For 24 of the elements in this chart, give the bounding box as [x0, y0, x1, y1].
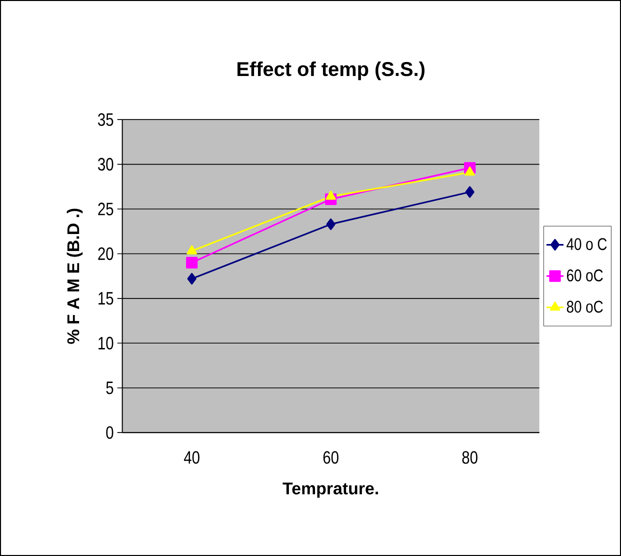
x-tick-label: 80 — [462, 451, 478, 464]
point — [326, 190, 336, 200]
y-tick-label: 5 — [106, 382, 114, 394]
point — [464, 166, 475, 176]
y-tick-label: 30 — [98, 158, 114, 171]
chart-title: Effect of temp (S.S.) — [238, 62, 424, 80]
x-tick-label: 60 — [323, 451, 338, 464]
y-tick-label: 25 — [98, 202, 114, 216]
point — [465, 186, 474, 198]
x-tick-label: 40 — [184, 451, 200, 464]
point — [186, 256, 198, 268]
y-tick-label: 10 — [98, 336, 114, 350]
y-tick-label: 0 — [106, 426, 114, 439]
x-axis-title: Temprature. — [282, 482, 378, 498]
point — [186, 245, 197, 254]
point — [326, 218, 336, 230]
legend-label: 40 o C — [566, 238, 607, 250]
y-tick-label: 15 — [98, 292, 114, 305]
y-tick-label: 20 — [98, 247, 114, 260]
legend-label: 80 oC — [566, 300, 603, 313]
point — [187, 272, 196, 285]
legend-label: 60 oC — [566, 269, 603, 282]
y-axis-title: % F A M E (B.D .) — [66, 208, 83, 344]
y-tick-label: 35 — [98, 113, 114, 126]
